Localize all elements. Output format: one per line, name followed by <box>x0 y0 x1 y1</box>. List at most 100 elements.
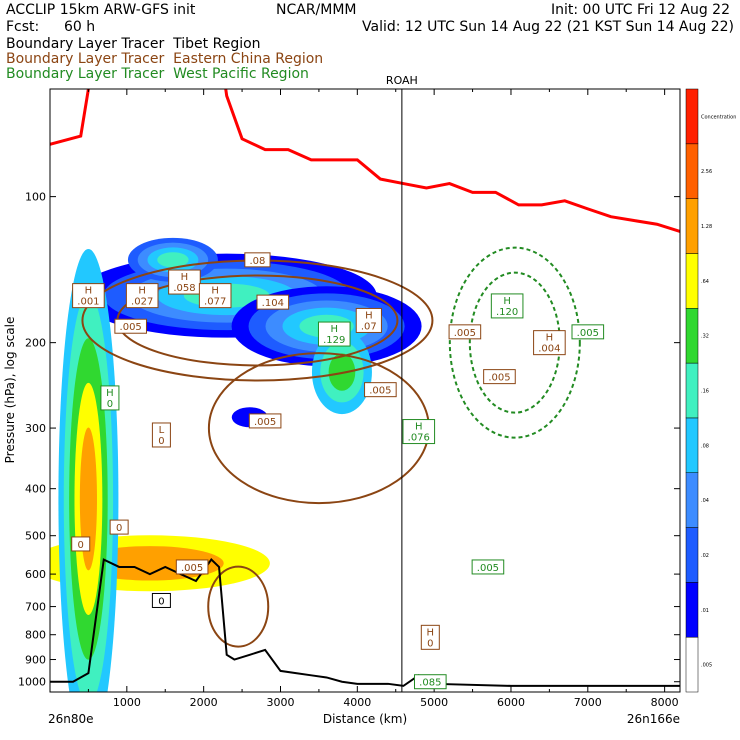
contour-label-type: H <box>181 272 189 283</box>
colorbar-swatch <box>685 527 699 583</box>
contour-label-type: H <box>211 286 219 297</box>
y-tick-label: 200 <box>25 337 46 350</box>
colorbar-label: .32 <box>701 334 709 340</box>
contour-label-value: .085 <box>419 678 441 689</box>
colorbar-label: 2.56 <box>701 169 712 175</box>
org-label: NCAR/MMM <box>276 2 357 18</box>
contour-label-type: H <box>503 296 511 307</box>
contour-label: H.027 <box>125 283 159 309</box>
contour-label: .005 <box>448 324 482 340</box>
contour-label-value: .129 <box>323 335 345 346</box>
contour-label-value: .005 <box>120 322 142 333</box>
contour-label-value: .027 <box>131 297 153 308</box>
contour-label-box <box>168 269 201 295</box>
contour-label-value: 0 <box>107 399 113 410</box>
contour-label-value: .005 <box>454 328 476 339</box>
contour-label-value: .076 <box>408 433 430 444</box>
contour-label-value: .08 <box>249 256 265 267</box>
y-axis-title: Pressure (hPa), log scale <box>3 317 17 464</box>
contour-label-box <box>483 369 516 385</box>
plot-frame <box>49 88 681 693</box>
y-tick-label: 300 <box>25 422 46 435</box>
contour-label-box <box>114 318 147 334</box>
contour-label-box <box>402 419 436 445</box>
x-tick-label: 7000 <box>574 696 602 709</box>
tropopause-line <box>50 89 680 233</box>
contour-label-value: .07 <box>361 321 377 332</box>
x-tick-label: 4000 <box>343 696 371 709</box>
surface-tracer-column <box>79 427 97 571</box>
colorbar-swatch <box>685 143 699 199</box>
contour-label-box <box>151 422 171 448</box>
x-tick-label: 5000 <box>420 696 448 709</box>
contour-label-box <box>72 283 105 309</box>
x-tick-label: 6000 <box>497 696 525 709</box>
contour-label-value: 0 <box>158 596 164 607</box>
y-tick-label: 900 <box>25 654 46 667</box>
contour-label: .085 <box>414 674 447 690</box>
contour-label-box <box>420 624 440 650</box>
upper-tracer-core <box>328 353 356 391</box>
y-tick-label: 800 <box>25 629 46 642</box>
y-tick-label: 700 <box>25 601 46 614</box>
contour-label-type: H <box>365 310 373 321</box>
contour-label-value: .005 <box>181 563 203 574</box>
colorbar-swatch <box>685 636 699 693</box>
contour-label-type: H <box>138 286 146 297</box>
contour-label-box <box>256 294 290 310</box>
axis-ticks: 1000 2000 3000 4000 5000 6000 7000 800010020030… <box>18 89 680 709</box>
colorbar-label: 1.28 <box>701 224 712 230</box>
colorbar-swatch <box>685 198 699 254</box>
contour-label-box <box>317 321 351 347</box>
y-tick-label: 100 <box>25 191 46 204</box>
contour-label-type: H <box>85 286 93 297</box>
contour-label-value: 0 <box>427 638 433 649</box>
contour-label-box <box>244 252 271 268</box>
contour-label-box <box>109 519 129 535</box>
contour-label: H.004 <box>533 330 566 356</box>
contour-label: H.058 <box>168 269 201 295</box>
contour-label-value: .005 <box>488 373 510 384</box>
chart-title: ACCLIP 15km ARW-GFS init <box>6 2 196 18</box>
fcst-value: 60 h <box>64 19 96 35</box>
contour-label: L0 <box>151 422 171 448</box>
x-tick-label: 2000 <box>190 696 218 709</box>
init-label: Init: 00 UTC Fri 12 Aug 22 <box>550 2 730 18</box>
colorbar-label: .01 <box>701 608 709 614</box>
upper-tracer-fill-west <box>157 252 189 268</box>
contour-label: 0 <box>71 536 91 552</box>
fcst-label: Fcst: <box>6 19 40 35</box>
colorbar-label: .08 <box>701 443 709 449</box>
contour-label-value: .004 <box>538 344 560 355</box>
colorbar-swatch <box>685 472 699 528</box>
contour-label-box <box>100 385 120 411</box>
colorbar-swatch <box>685 253 699 309</box>
contour-label: H.001 <box>72 283 105 309</box>
contour-label-box <box>175 559 209 575</box>
contour-label-value: 0 <box>116 523 122 534</box>
contour-label-box <box>448 324 482 340</box>
contour-label-box <box>355 307 382 333</box>
contour-label-box <box>151 592 171 608</box>
eastern-china-contour-surface <box>207 565 270 648</box>
y-tick-label: 600 <box>25 568 46 581</box>
contour-label: .104 <box>256 294 290 310</box>
contour-label-value: .005 <box>254 417 276 428</box>
contour-label: H.120 <box>490 293 524 319</box>
colorbar-label: Concentration <box>701 114 736 120</box>
contour-label-value: .001 <box>77 297 99 308</box>
contour-label: H0 <box>420 624 440 650</box>
contour-label-box <box>571 324 605 340</box>
contour-label: 0 <box>109 519 129 535</box>
contour-label: .005 <box>471 559 505 575</box>
line-layer <box>50 89 680 692</box>
contour-label-value: .005 <box>369 386 391 397</box>
contour-label-box <box>490 293 524 319</box>
y-tick-label: 400 <box>25 483 46 496</box>
colorbar-swatch <box>685 362 699 419</box>
colorbar-label: .16 <box>701 389 709 395</box>
contour-label-value: 0 <box>78 540 84 551</box>
contour-label-box <box>364 382 397 398</box>
contour-label-type: H <box>331 324 339 335</box>
